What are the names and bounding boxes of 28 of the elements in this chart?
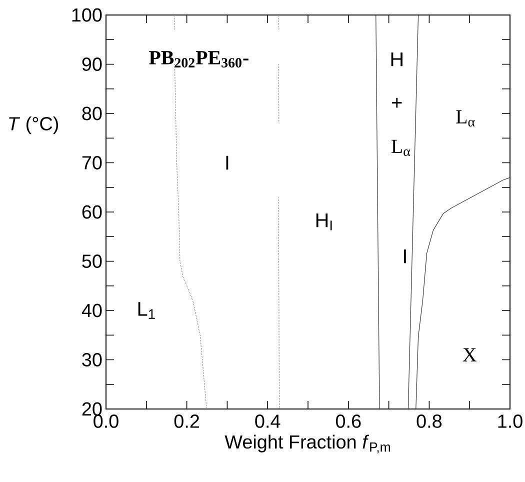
y-tick-label: 20 [82, 402, 102, 416]
annotation: H [391, 52, 402, 66]
x-tick-label: 0.0 [94, 414, 118, 428]
annotation: PB$_{202}$PE$_{360}$- [149, 51, 248, 68]
x-tick-label: 0.8 [416, 414, 442, 428]
y-tick-label: 40 [82, 304, 102, 318]
annotation: I [404, 249, 406, 264]
y-tick-label: 70 [82, 156, 102, 170]
y-tick-label: 80 [82, 106, 102, 120]
annotation: X [462, 348, 476, 362]
annotation: H$_{I}$ [316, 213, 332, 230]
annotation: L$_{1}$ [138, 302, 155, 319]
y-tick-label: 60 [82, 205, 102, 219]
y-tick-label: 30 [82, 353, 102, 366]
x-tick-label: 0.2 [174, 414, 200, 428]
annotation: L$_{α}$ [456, 110, 475, 127]
y-tick-label: 50 [82, 254, 102, 268]
y-tick-label: 100 [72, 8, 102, 22]
x-tick-label: 0.4 [255, 414, 280, 428]
annotation: + [392, 98, 402, 108]
x-tick-label: 0.6 [336, 414, 361, 428]
line-series [416, 177, 510, 410]
y-tick-label: 90 [82, 58, 102, 71]
x-axis-title: Weight Fraction f$_{P,m}$ [224, 434, 390, 454]
annotation: I [226, 156, 228, 170]
x-tick-label: 1.0 [498, 414, 522, 428]
y-axis-title: T (°C) [9, 116, 58, 134]
annotation: L$_{α}$ [392, 140, 410, 156]
